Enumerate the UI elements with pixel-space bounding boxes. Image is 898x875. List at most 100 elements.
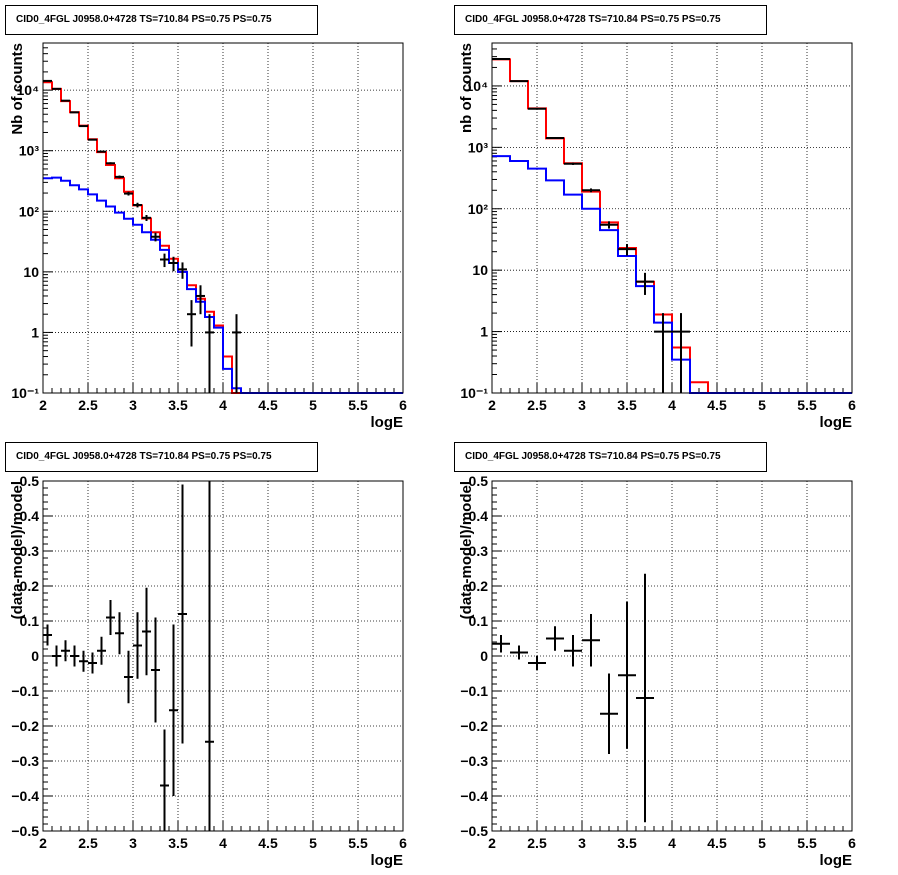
x-tick-label: 3.5 bbox=[168, 397, 188, 413]
y-tick-label: 0.1 bbox=[469, 613, 489, 629]
x-tick-label: 5 bbox=[309, 835, 317, 851]
data-point bbox=[546, 136, 564, 139]
x-tick-label: 5 bbox=[758, 835, 766, 851]
x-axis-label: logE bbox=[371, 414, 404, 431]
x-tick-label: 5.5 bbox=[348, 397, 368, 413]
x-axis-label: logE bbox=[371, 852, 404, 869]
residual-point bbox=[88, 652, 97, 674]
y-tick-label: 1 bbox=[31, 324, 39, 340]
y-tick-label: −0.2 bbox=[460, 718, 488, 734]
x-tick-label: 2 bbox=[488, 397, 496, 413]
y-tick-label: −0.5 bbox=[460, 823, 488, 839]
y-tick-label: 10² bbox=[19, 203, 40, 219]
residual-point bbox=[618, 601, 636, 749]
residual-point bbox=[600, 673, 618, 754]
residual-point bbox=[97, 636, 106, 665]
chart-panel-bottom-right: 2 2.5 3 3.5 4 4.5 5 5.5 6 −0.5 −0.4 −0.3 −0.2 −0.1 0 0.… bbox=[458, 473, 856, 869]
chart-panel-top-right: 2 2.5 3 3.5 4 4.5 5 5.5 6 10⁻¹ 1 10 10² 10³ 10⁴ logE nb … bbox=[458, 42, 856, 431]
y-tick-label: −0.5 bbox=[11, 823, 39, 839]
plot-frame bbox=[491, 42, 853, 394]
y-tick-label: 0.5 bbox=[20, 473, 40, 489]
y-axis-label: (data-model)/model bbox=[9, 481, 26, 619]
data-point bbox=[582, 188, 600, 193]
x-tick-label: 6 bbox=[399, 835, 407, 851]
data-point bbox=[97, 150, 106, 153]
y-tick-label: 10 bbox=[23, 264, 39, 280]
chart-panel-bottom-left: 2 2.5 3 3.5 4 4.5 5 5.5 6 −0.5 −0.4 −0.3 −0.2 −0.1 0 0.… bbox=[9, 473, 407, 869]
residual-point bbox=[169, 624, 178, 796]
y-tick-label: −0.3 bbox=[460, 753, 488, 769]
residual-point bbox=[205, 481, 214, 831]
y-tick-label: 0.3 bbox=[20, 543, 40, 559]
x-tick-label: 2.5 bbox=[78, 397, 98, 413]
y-axis-label: nb of counts bbox=[458, 43, 475, 133]
x-tick-label: 4.5 bbox=[707, 835, 727, 851]
x-tick-label: 2 bbox=[488, 835, 496, 851]
residual-point bbox=[546, 626, 564, 651]
x-tick-label: 5.5 bbox=[797, 835, 817, 851]
y-tick-label: −0.2 bbox=[11, 718, 39, 734]
x-tick-label: 2.5 bbox=[527, 397, 547, 413]
x-tick-label: 2 bbox=[39, 835, 47, 851]
data-point bbox=[160, 253, 169, 268]
residual-point bbox=[582, 614, 600, 667]
y-tick-label: −0.1 bbox=[11, 683, 39, 699]
residual-point bbox=[70, 645, 79, 667]
residual-point bbox=[106, 600, 115, 635]
panel-title-top-right: CID0_4FGL J0958.0+4728 TS=710.84 PS=0.75… bbox=[454, 5, 767, 35]
data-point bbox=[124, 191, 133, 196]
x-tick-label: 2.5 bbox=[527, 835, 547, 851]
x-tick-label: 3.5 bbox=[168, 835, 188, 851]
y-tick-label: 0.3 bbox=[469, 543, 489, 559]
y-tick-label: 0 bbox=[480, 648, 488, 664]
x-tick-label: 4 bbox=[668, 835, 676, 851]
residual-point bbox=[492, 635, 510, 653]
y-tick-label: 10⁴ bbox=[466, 78, 489, 94]
data-point bbox=[88, 138, 97, 141]
data-point bbox=[79, 125, 88, 128]
residual-point bbox=[564, 635, 582, 667]
y-tick-label: 0.1 bbox=[20, 613, 40, 629]
data-point bbox=[106, 162, 115, 165]
x-tick-label: 4 bbox=[219, 397, 227, 413]
y-tick-label: −0.1 bbox=[460, 683, 488, 699]
y-axis-label: (data-model)/model bbox=[458, 481, 475, 619]
y-tick-label: 10 bbox=[472, 262, 488, 278]
y-tick-label: −0.4 bbox=[11, 788, 39, 804]
y-tick-label: −0.4 bbox=[460, 788, 488, 804]
histogram-component-model bbox=[43, 176, 403, 394]
chart-panel-top-left: 2 2.5 3 3.5 4 4.5 5 5.5 6 10⁻¹ 1 10 10² 10³ 10⁴ logE Nb … bbox=[9, 42, 407, 431]
y-tick-label: 0.4 bbox=[20, 508, 40, 524]
residual-point bbox=[636, 573, 654, 823]
data-point bbox=[52, 87, 61, 90]
data-point bbox=[178, 262, 187, 279]
residual-point bbox=[133, 612, 142, 679]
y-tick-label: 0.5 bbox=[469, 473, 489, 489]
residual-point bbox=[142, 587, 151, 676]
x-axis-label: logE bbox=[820, 852, 853, 869]
x-axis-label: logE bbox=[820, 414, 853, 431]
x-tick-label: 5 bbox=[758, 397, 766, 413]
x-tick-label: 4.5 bbox=[258, 397, 278, 413]
x-tick-label: 4 bbox=[668, 397, 676, 413]
data-point bbox=[564, 162, 582, 165]
data-point bbox=[61, 99, 70, 102]
x-tick-label: 6 bbox=[848, 835, 856, 851]
y-tick-label: 1 bbox=[480, 324, 488, 340]
x-tick-label: 4.5 bbox=[258, 835, 278, 851]
data-point bbox=[151, 232, 160, 242]
data-point bbox=[528, 107, 546, 110]
data-point bbox=[115, 175, 124, 179]
data-point bbox=[232, 314, 241, 393]
residual-point bbox=[115, 612, 124, 655]
x-tick-label: 3.5 bbox=[617, 397, 637, 413]
residual-point bbox=[61, 640, 70, 662]
data-point bbox=[133, 202, 142, 208]
residual-point bbox=[79, 650, 88, 672]
x-tick-label: 2 bbox=[39, 397, 47, 413]
x-tick-label: 3.5 bbox=[617, 835, 637, 851]
data-point bbox=[654, 313, 672, 393]
data-point bbox=[70, 111, 79, 114]
data-point bbox=[618, 243, 636, 256]
